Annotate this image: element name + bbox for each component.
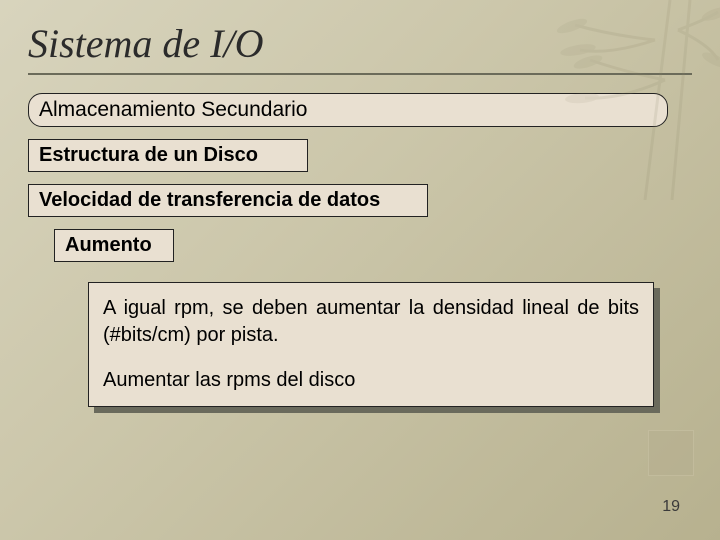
corner-square-decoration bbox=[648, 430, 694, 476]
page-number: 19 bbox=[662, 498, 680, 516]
detail-paragraph: Aumentar las rpms del disco bbox=[103, 367, 639, 394]
box-detail: A igual rpm, se deben aumentar la densid… bbox=[88, 282, 654, 407]
box-aumento: Aumento bbox=[54, 229, 174, 262]
box-detail-wrapper: A igual rpm, se deben aumentar la densid… bbox=[88, 282, 654, 407]
slide-title: Sistema de I/O bbox=[28, 20, 692, 75]
box-estructura: Estructura de un Disco bbox=[28, 139, 308, 172]
detail-paragraph: A igual rpm, se deben aumentar la densid… bbox=[103, 295, 639, 349]
box-velocidad: Velocidad de transferencia de datos bbox=[28, 184, 428, 217]
box-almacenamiento: Almacenamiento Secundario bbox=[28, 93, 668, 127]
slide: Sistema de I/O Almacenamiento Secundario… bbox=[0, 0, 720, 540]
